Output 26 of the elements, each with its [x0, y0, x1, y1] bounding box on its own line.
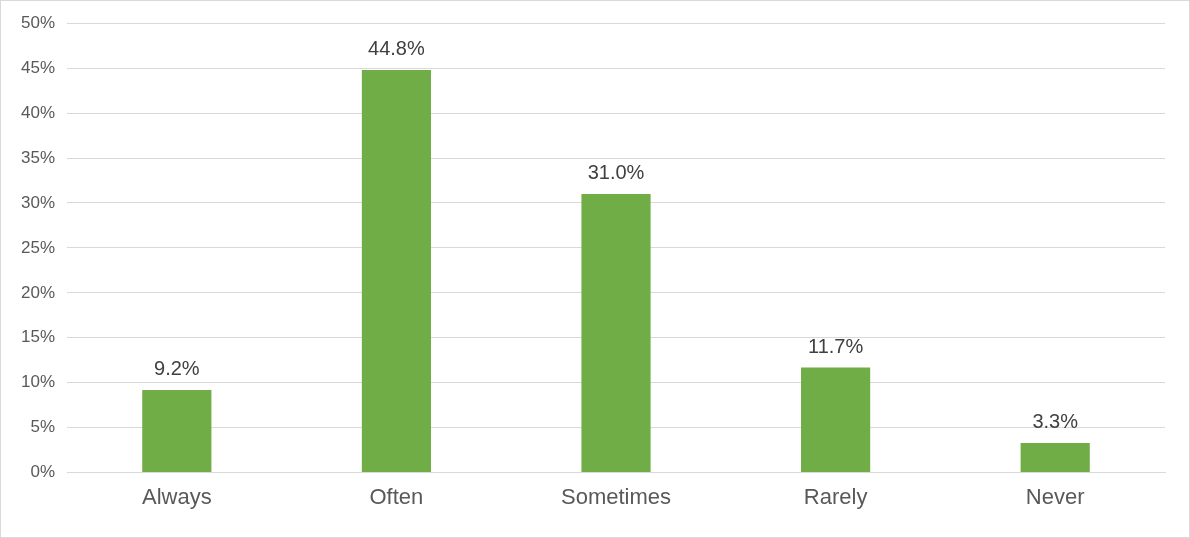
y-tick-label: 10%: [20, 372, 56, 392]
bar: [142, 389, 212, 473]
y-tick-label: 0%: [30, 462, 56, 482]
y-tick-label: 15%: [20, 327, 56, 347]
x-tick-label: Rarely: [803, 483, 868, 509]
y-tick-label: 30%: [20, 192, 56, 212]
y-tick-label: 35%: [20, 147, 56, 167]
y-tick-label: 45%: [20, 57, 56, 77]
data-label: 9.2%: [154, 357, 200, 380]
data-label: 31.0%: [587, 161, 645, 184]
data-label: 3.3%: [1032, 410, 1079, 433]
bar: [801, 367, 871, 473]
x-tick-label: Always: [141, 483, 212, 509]
bar: [1020, 442, 1090, 473]
x-tick-label: Sometimes: [560, 483, 672, 509]
bar: [581, 193, 651, 473]
y-tick-label: 50%: [20, 12, 56, 32]
bar: [361, 69, 431, 473]
y-tick-label: 5%: [30, 417, 56, 437]
y-tick-label: 25%: [20, 237, 56, 257]
data-label: 11.7%: [807, 334, 864, 357]
data-label: 44.8%: [368, 37, 425, 60]
x-tick-label: Often: [369, 483, 424, 509]
y-tick-label: 20%: [20, 282, 56, 302]
x-tick-label: Never: [1025, 483, 1085, 509]
y-tick-label: 40%: [20, 102, 56, 122]
